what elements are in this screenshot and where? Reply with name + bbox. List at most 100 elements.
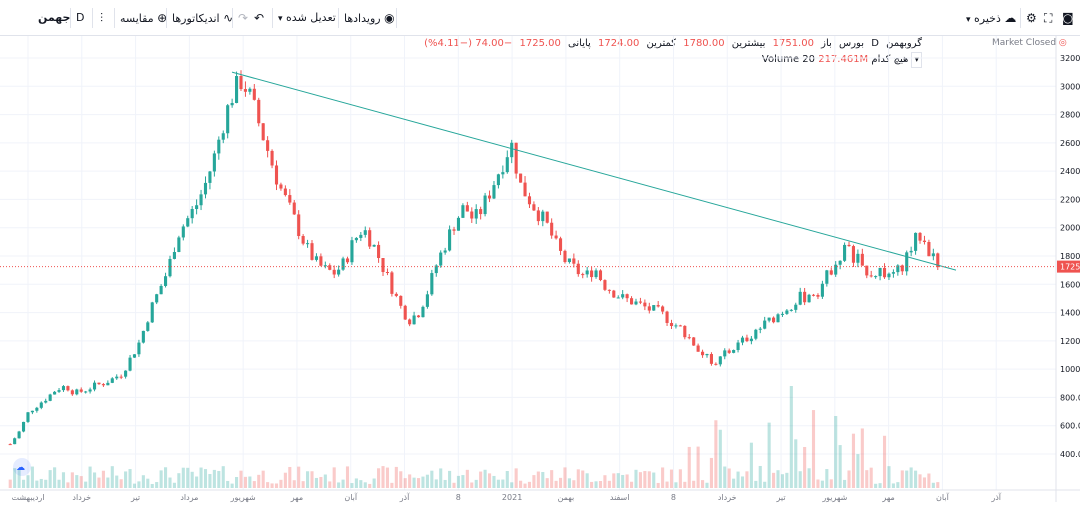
candle-body [865,265,869,276]
market-status: Market Closed ◎ [992,38,1067,48]
x-tick-label: آذر [399,492,410,502]
symbol-search[interactable]: جهمن [38,11,71,24]
y-axis-labels: 400.00 600.00 800.00 1000.00 1200.00 1400.00 1… [1060,54,1080,459]
price-tag [1057,260,1080,273]
candle-body [798,291,802,305]
volume-bar [408,474,412,488]
volume-bar [359,480,363,488]
volume-bar [119,479,123,488]
volume-bar [354,478,358,488]
y-tick-label: 1200.00 [1060,337,1080,346]
candle-body [878,267,882,277]
candle-body [199,194,203,206]
volume-bar [701,480,705,488]
volume-bar [740,476,745,488]
candle-body [527,196,532,205]
candle-body [203,182,208,195]
compare-button[interactable]: مقایسه ⊕ [120,6,167,30]
candle-body [745,337,749,342]
volume-bar [851,433,856,488]
legend-exchange: بورس [839,38,865,49]
volume-bar [390,482,394,488]
volume-bar [239,470,243,488]
candle-body [372,244,376,247]
snapshot-button[interactable]: ◙ [1062,6,1074,30]
candle-body [403,305,407,320]
undo-button[interactable]: ↶ [254,6,264,30]
candle-body [896,265,900,273]
volume-bar [350,483,354,488]
volume-bar [363,482,367,488]
top-toolbar: جهمن D ⫶ مقایسه ⊕ اندیکاتورها ∿ ↷ ↶ ▾ تع… [0,0,1080,36]
candle-body [563,250,567,263]
candle-body [732,350,736,353]
trendline[interactable] [231,71,957,271]
volume-bar [141,475,145,488]
candle-body [137,342,141,355]
candle-body [643,302,647,307]
candle-body [239,76,243,90]
volume-bar [252,481,256,488]
volume-bar [536,471,540,488]
candle-body [603,280,607,290]
volume-bar [541,472,545,488]
candle-body [261,123,265,141]
candle-body [416,315,421,318]
volume-bar [692,480,696,488]
save-button[interactable]: ▾ ذخیره ☁ [966,6,1016,30]
candle-body [763,320,767,329]
candle-body [195,205,199,210]
candle-body [576,263,580,275]
candle-body [647,306,651,311]
candle-body [701,351,705,356]
volume-bar [132,483,137,488]
volume-bar [936,482,940,488]
y-tick-label: 2000.00 [1060,224,1080,233]
chevron-down-icon[interactable]: ▾ [911,52,922,68]
indicators-button[interactable]: اندیکاتورها ∿ [172,6,233,30]
candle-body [212,153,216,172]
candle-body [61,386,66,391]
candle-body [931,253,935,257]
candle-body [816,294,820,297]
adjusted-dropdown[interactable]: ▾ تعدیل شده [278,6,336,30]
candle-body [629,298,634,305]
price-chart[interactable]: 400.00 600.00 800.00 1000.00 1200.00 1400.00 1… [0,36,1080,514]
eye-icon: ◉ [384,11,395,25]
events-label: رویدادها [344,12,381,25]
volume-bar [669,469,674,488]
grid [0,36,1056,490]
volume-bar [887,466,891,488]
logo-badge[interactable]: ☁ [13,458,31,476]
volume-bar [767,422,771,488]
volume-bar [905,470,909,488]
volume-bar [212,469,216,488]
price-axis[interactable] [1056,48,1080,502]
volume-bar [523,483,527,488]
gear-icon: ⚙ [1026,11,1037,25]
volume-bar [168,477,172,488]
candle-body [767,317,771,321]
settings-button[interactable]: ⚙ [1026,6,1037,30]
toolbar-separator [338,8,339,28]
volume-bar [727,468,731,488]
volume-bar [195,476,199,488]
volume-bar [26,475,30,488]
redo-button[interactable]: ↷ [238,6,248,30]
candle-body [740,337,745,343]
toolbar-separator [1020,8,1021,28]
interval-button[interactable]: D [76,11,85,24]
candle-body [891,272,895,274]
candle-body [776,314,780,323]
candle-body [385,271,390,273]
events-button[interactable]: رویدادها ◉ [344,6,395,30]
candle-body [177,237,181,253]
volume-legend[interactable]: Volume 20 217.461M هیچ کدام ▾ [762,52,922,68]
fullscreen-button[interactable]: ⛶ [1044,6,1052,30]
bar-style-button[interactable]: ⫶ [100,6,103,30]
volume-bar [288,466,292,488]
volume-bar [297,466,301,488]
candle-body [26,412,30,422]
volume-bar [594,481,598,488]
candle-body [598,270,603,281]
